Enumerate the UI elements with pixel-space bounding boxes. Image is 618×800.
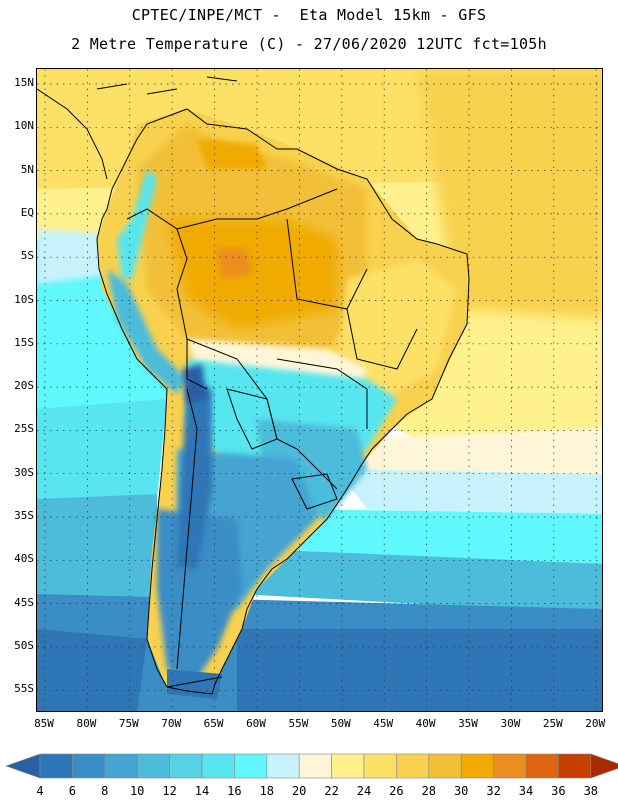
- band-south-cyan-mid: [37, 494, 157, 599]
- land-andes-cold: [177, 379, 212, 569]
- colorbar-swatch-5: [169, 753, 203, 779]
- colorbar-swatch-15: [493, 753, 527, 779]
- colorbar-label-26: 26: [389, 784, 404, 798]
- colorbar-swatch-8: [266, 753, 300, 779]
- border-brazil-states-3: [276, 358, 368, 429]
- colorbar-arrow-high: [590, 753, 618, 779]
- lon-label-65W: 65W: [203, 717, 224, 730]
- lon-label-55W: 55W: [288, 717, 309, 730]
- land-andes-north-cold: [117, 169, 157, 279]
- lat-label-EQ: EQ: [20, 205, 34, 219]
- colorbar-label-22: 22: [324, 784, 339, 798]
- lon-label-85W: 85W: [34, 717, 54, 730]
- colorbar-label-24: 24: [356, 784, 372, 798]
- colorbar-label-18: 18: [259, 784, 275, 798]
- colorbar-swatch-11: [363, 753, 397, 779]
- lon-label-80W: 80W: [76, 717, 97, 730]
- lat-label-30S: 30S: [14, 465, 34, 479]
- band-south-atlantic-mid: [237, 549, 602, 614]
- coastline-and-borders: [37, 76, 470, 695]
- coastline: [96, 108, 470, 695]
- colorbar-label-10: 10: [129, 784, 145, 798]
- map-title-line2: 2 Metre Temperature (C) - 27/06/2020 12U…: [71, 35, 547, 53]
- lat-label-10N: 10N: [14, 119, 34, 133]
- border-paraguay: [226, 388, 278, 450]
- colorbar-swatch-6: [201, 753, 235, 779]
- colorbar-label-28: 28: [421, 784, 437, 798]
- colorbar-label-16: 16: [227, 784, 242, 798]
- lat-label-40S: 40S: [14, 552, 34, 566]
- band-pacific-cyan: [37, 399, 167, 509]
- land-peru-cyan: [107, 269, 187, 394]
- lat-label-50S: 50S: [14, 638, 34, 652]
- map-title-line1: CPTEC/INPE/MCT - Eta Model 15km - GFS: [131, 6, 487, 24]
- lon-label-45W: 45W: [373, 717, 394, 730]
- band-deep-south-blue: [237, 629, 602, 711]
- lat-label-35S: 35S: [14, 509, 34, 522]
- temperature-map: [36, 68, 603, 712]
- band-pacific-south-blue: [37, 629, 147, 711]
- colorbar-swatch-13: [428, 753, 462, 779]
- land-hotspot: [217, 249, 252, 279]
- colorbar-label-32: 32: [486, 784, 501, 798]
- colorbar-swatch-2: [72, 753, 106, 779]
- lat-label-10S: 10S: [14, 292, 34, 306]
- colorbar-swatch-10: [331, 753, 365, 779]
- lon-label-30W: 30W: [500, 717, 521, 730]
- colorbar-label-30: 30: [453, 784, 469, 798]
- lat-label-15S: 15S: [14, 335, 34, 349]
- colorbar-swatch-3: [104, 753, 138, 779]
- border-peru-bolivia: [176, 288, 208, 390]
- lat-label-20S: 20S: [14, 379, 34, 393]
- colorbar-label-4: 4: [36, 784, 44, 798]
- band-atlantic-pale-blue: [337, 469, 602, 519]
- colorbar-arrow-low: [5, 753, 41, 779]
- lon-label-75W: 75W: [118, 717, 139, 730]
- lat-label-25S: 25S: [14, 422, 34, 436]
- land-temperature-field: [97, 109, 467, 699]
- lon-label-20W: 20W: [585, 717, 606, 730]
- colorbar-swatch-14: [460, 753, 494, 779]
- land-tierra-del-fuego: [167, 669, 222, 699]
- colorbar-swatch-16: [525, 753, 559, 779]
- lon-label-35W: 35W: [458, 717, 478, 730]
- lon-label-50W: 50W: [330, 717, 351, 730]
- colorbar-swatch-9: [298, 753, 332, 779]
- lon-label-40W: 40W: [415, 717, 436, 730]
- colorbar-label-20: 20: [291, 784, 307, 798]
- colorbar-label-38: 38: [583, 784, 599, 798]
- lat-label-15N: 15N: [14, 76, 34, 89]
- lon-label-70W: 70W: [161, 717, 182, 730]
- lon-label-60W: 60W: [246, 717, 266, 730]
- border-brazil-states-2: [346, 308, 418, 370]
- colorbar-label-8: 8: [101, 784, 109, 798]
- lat-label-5S: 5S: [20, 249, 34, 263]
- colorbar-label-12: 12: [162, 784, 177, 798]
- colorbar-swatch-12: [396, 753, 430, 779]
- border-uruguay: [291, 473, 338, 510]
- lat-label-5N: 5N: [20, 162, 34, 176]
- border-brazil-states-1: [286, 218, 368, 310]
- border-chile-argentina: [176, 388, 198, 670]
- temperature-colorbar: [5, 753, 618, 779]
- border-central-america: [37, 88, 108, 180]
- colorbar-swatch-7: [234, 753, 268, 779]
- colorbar-label-14: 14: [194, 784, 210, 798]
- lat-label-55S: 55S: [14, 682, 34, 696]
- temperature-field: [37, 69, 602, 711]
- border-tierra: [166, 676, 223, 688]
- colorbar-label-6: 6: [68, 784, 76, 798]
- colorbar-swatch-17: [558, 753, 592, 779]
- colorbar-swatch-4: [136, 753, 170, 779]
- land-falklands: [247, 654, 282, 664]
- colorbar-label-36: 36: [551, 784, 566, 798]
- border-colombia: [126, 208, 188, 290]
- lat-label-45S: 45S: [14, 595, 34, 609]
- land-east-brazil: [337, 259, 457, 399]
- lon-label-25W: 25W: [542, 717, 563, 730]
- colorbar-swatch-1: [39, 753, 73, 779]
- colorbar-label-34: 34: [518, 784, 534, 798]
